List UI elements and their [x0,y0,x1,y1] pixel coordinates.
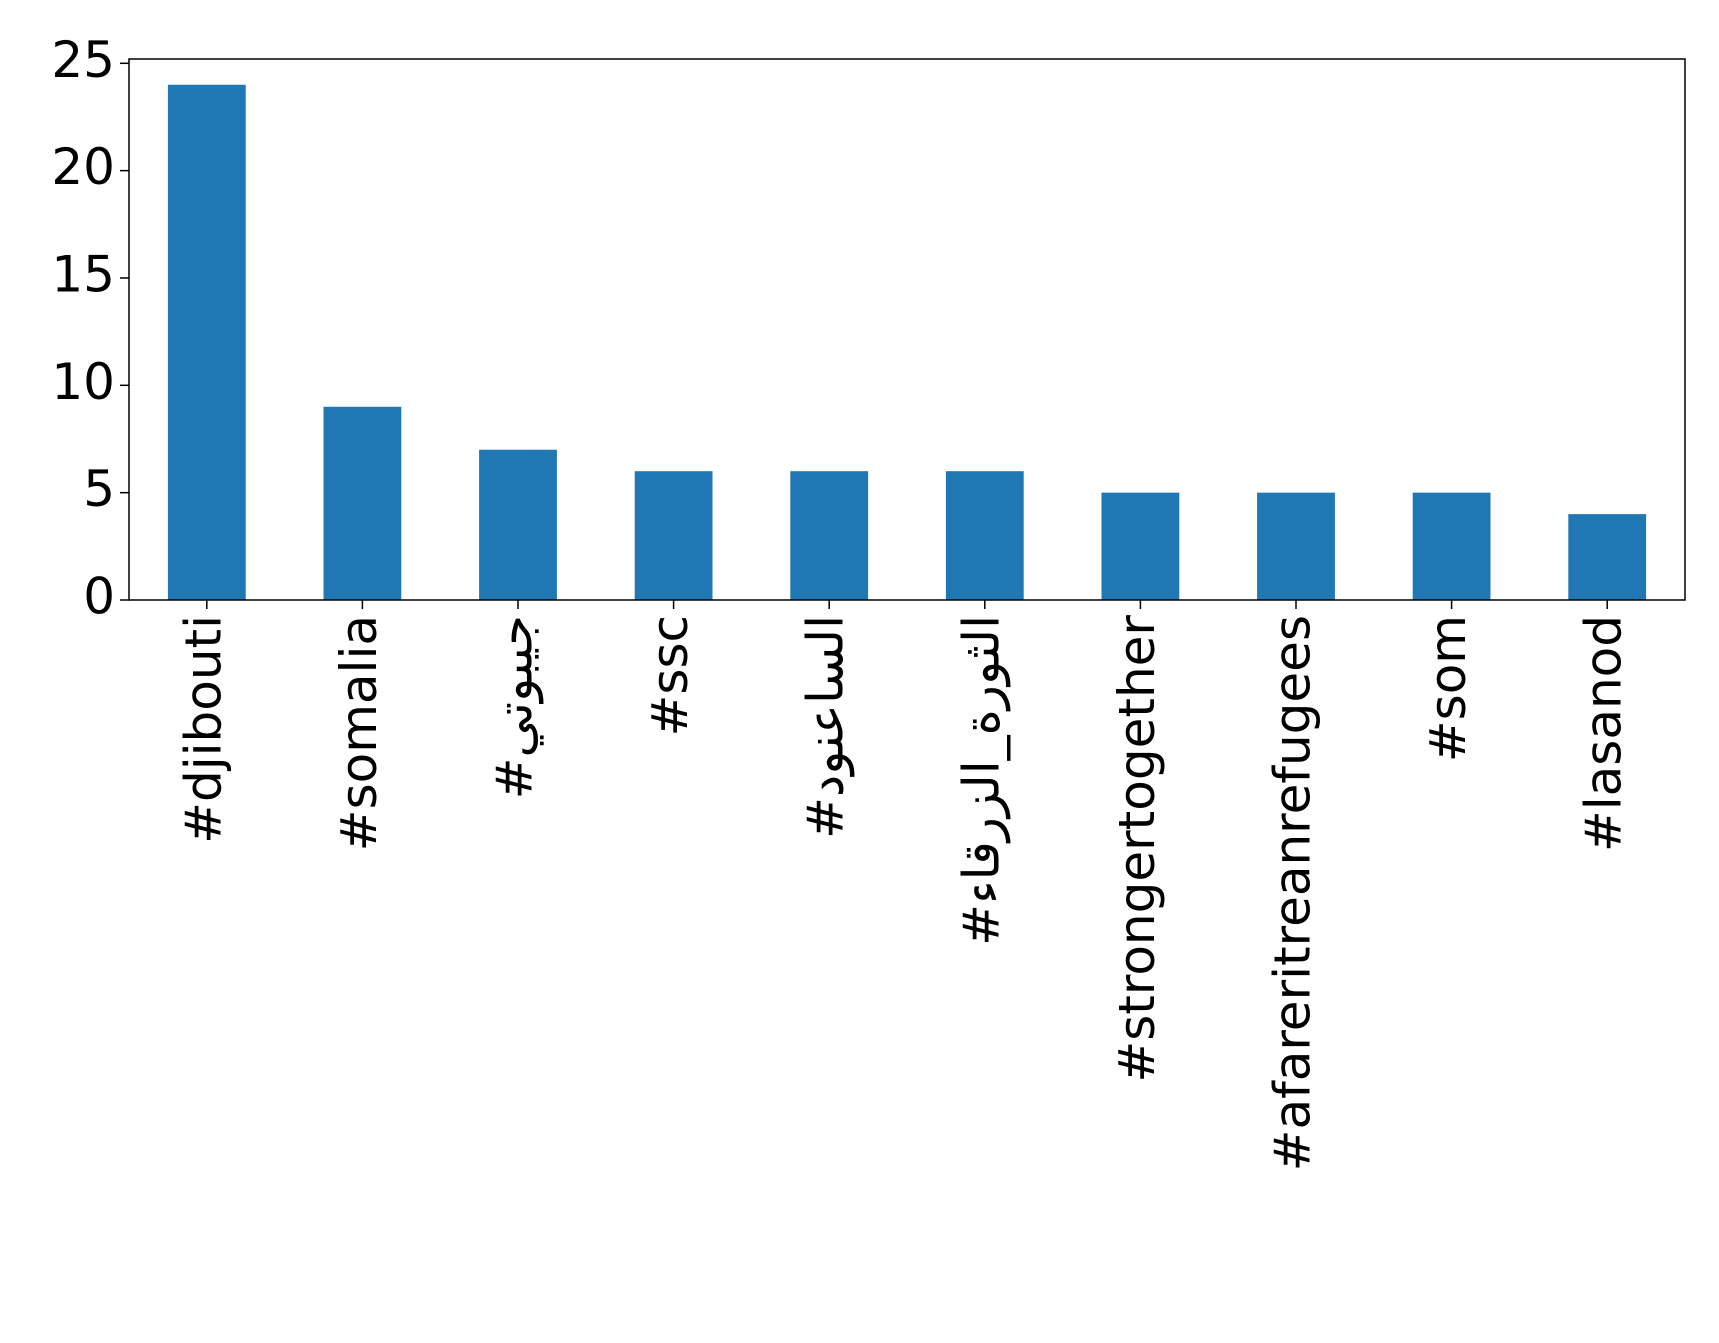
bar [1412,492,1491,600]
y-tick-label: 20 [51,138,115,196]
bar [1101,492,1180,600]
x-tick-label: #afareritreanrefugees [1264,615,1322,1171]
x-tick-label: #somalia [330,615,388,851]
plot-frame [128,58,1686,601]
x-tick-label: #الساعنود [797,615,855,839]
y-tick-label: 25 [51,31,115,89]
bar [945,471,1024,600]
bar [323,406,402,600]
y-tick-label: 5 [83,460,115,518]
x-tick-label: #djibouti [174,615,232,844]
bar [1568,514,1647,600]
x-tick-label: #ssc [641,615,699,736]
bar [167,84,246,600]
x-tick-label: #الثورة_الزرقاء [952,615,1010,946]
x-tick-label: #lasanod [1575,615,1633,852]
x-tick-label: #strongertogether [1108,615,1166,1083]
bar [479,449,557,600]
x-tick-label: #جيبوتي [486,615,544,799]
bar [634,471,713,600]
y-tick-label: 10 [51,353,115,411]
bar [1257,492,1335,600]
y-tick-label: 0 [83,568,115,626]
bar [790,471,869,600]
y-tick-label: 15 [51,245,115,303]
x-tick-label: #som [1419,615,1477,762]
